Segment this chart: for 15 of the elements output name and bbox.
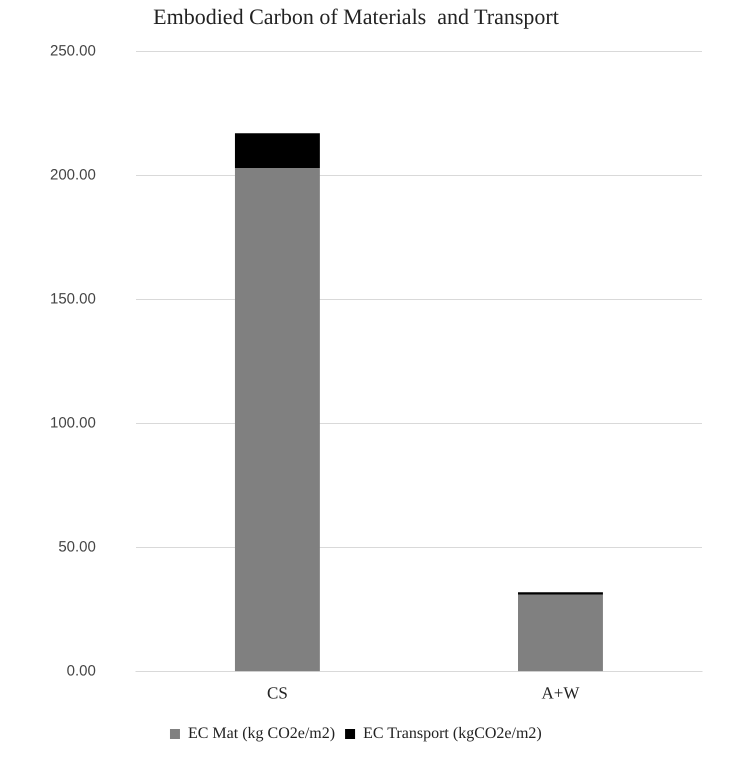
x-tick-label: CS <box>267 683 288 702</box>
y-tick-label: 100.00 <box>50 414 96 432</box>
y-tick-label: 250.00 <box>50 42 96 60</box>
bar <box>518 594 603 672</box>
bar <box>234 168 320 672</box>
bar <box>518 592 603 595</box>
y-tick-label: 50.00 <box>58 538 96 556</box>
y-tick-label: 200.00 <box>50 166 96 184</box>
chart-title: Embodied Carbon of Materials and Transport <box>153 4 559 29</box>
y-tick-label: 0.00 <box>66 662 96 680</box>
legend-label: EC Mat (kg CO2e/m2) <box>188 725 336 742</box>
legend-label: EC Transport (kgCO2e/m2) <box>363 725 542 742</box>
x-tick-label: A+W <box>542 683 580 702</box>
bar <box>234 133 320 168</box>
y-tick-label: 150.00 <box>50 290 96 308</box>
